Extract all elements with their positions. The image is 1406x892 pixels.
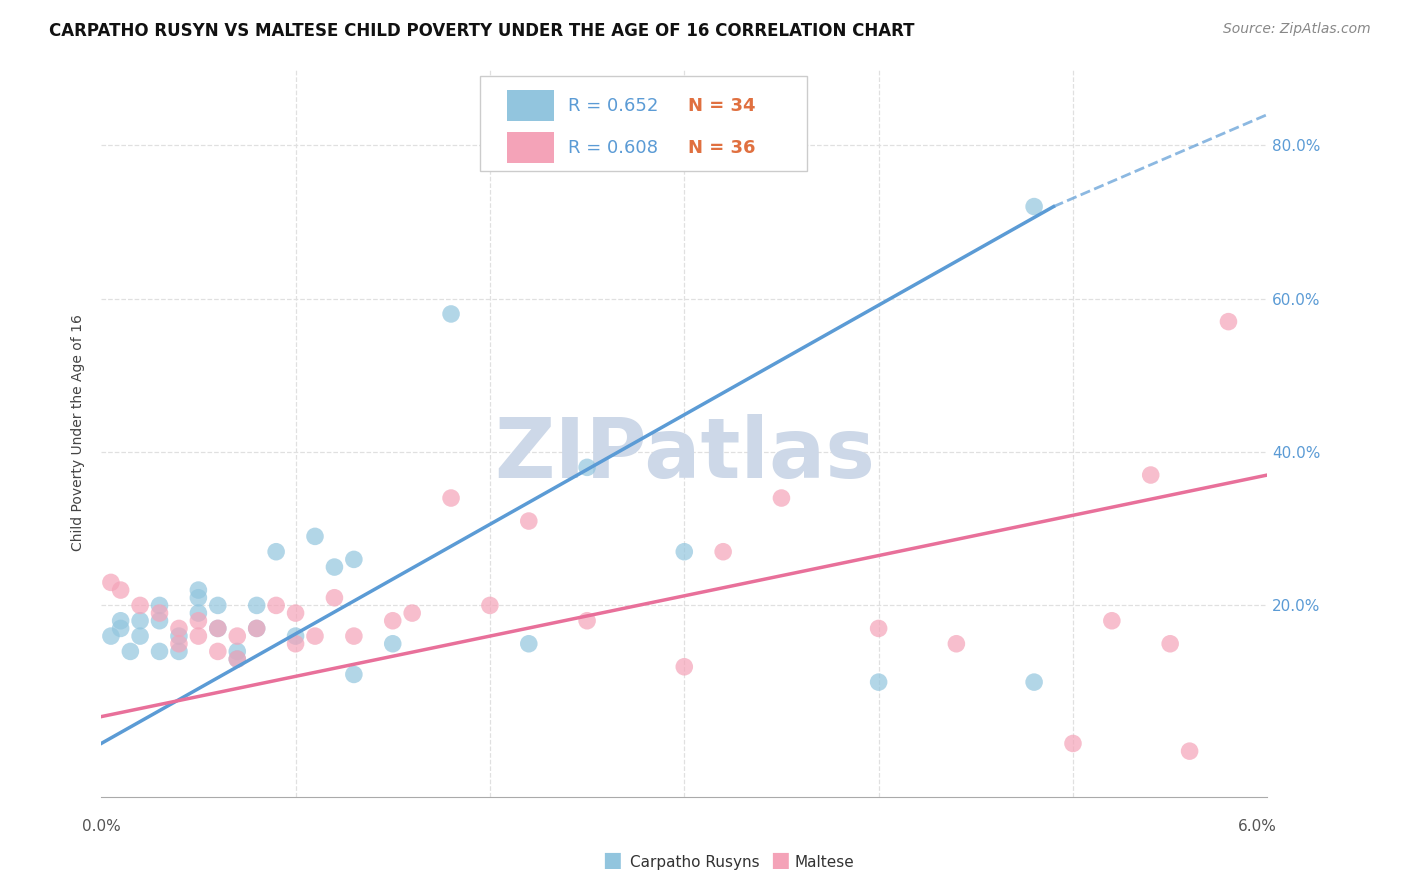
Point [343,629,366,643]
Point [246,622,269,636]
Point [576,614,599,628]
Bar [508,132,554,163]
Point [110,622,132,636]
Point [343,667,366,681]
Point [576,460,599,475]
Point [226,652,249,666]
Point [945,637,967,651]
Text: 6.0%: 6.0% [1239,819,1277,834]
Point [167,644,190,658]
Point [110,583,132,598]
Point [517,637,540,651]
Point [148,614,170,628]
Point [401,606,423,620]
Text: 0.0%: 0.0% [82,819,121,834]
Point [187,614,209,628]
Text: N = 34: N = 34 [688,96,755,115]
Point [187,629,209,643]
Point [246,622,269,636]
Point [148,644,170,658]
Point [226,652,249,666]
Point [148,599,170,613]
Point [673,659,696,673]
Point [167,637,190,651]
Point [440,491,463,505]
Point [1024,675,1046,690]
Text: ■: ■ [770,850,790,870]
Point [673,545,696,559]
Point [187,591,209,605]
Point [110,614,132,628]
Point [129,599,152,613]
Point [1139,468,1161,483]
Point [264,599,287,613]
Point [120,644,142,658]
Point [304,629,326,643]
Point [207,622,229,636]
Point [304,529,326,543]
Point [246,599,269,613]
Point [284,637,307,651]
Point [343,552,366,566]
Point [1178,744,1201,758]
Point [284,629,307,643]
Point [148,606,170,620]
Point [381,614,404,628]
FancyBboxPatch shape [481,76,807,170]
Point [167,622,190,636]
Point [100,575,122,590]
Point [187,606,209,620]
Point [284,606,307,620]
Point [167,629,190,643]
Text: CARPATHO RUSYN VS MALTESE CHILD POVERTY UNDER THE AGE OF 16 CORRELATION CHART: CARPATHO RUSYN VS MALTESE CHILD POVERTY … [49,22,915,40]
Point [440,307,463,321]
Point [1101,614,1123,628]
Point [323,591,346,605]
Point [226,629,249,643]
Text: ZIPatlas: ZIPatlas [494,414,875,495]
Y-axis label: Child Poverty Under the Age of 16: Child Poverty Under the Age of 16 [72,314,86,551]
Point [868,622,890,636]
Point [129,614,152,628]
Point [129,629,152,643]
Point [187,583,209,598]
Point [770,491,793,505]
Point [207,599,229,613]
Point [226,644,249,658]
Point [1218,315,1240,329]
Point [1024,200,1046,214]
Text: Source: ZipAtlas.com: Source: ZipAtlas.com [1223,22,1371,37]
Text: Carpatho Rusyns: Carpatho Rusyns [630,855,759,870]
Point [517,514,540,528]
Text: N = 36: N = 36 [688,138,755,157]
Bar [508,90,554,121]
Point [1159,637,1181,651]
Point [478,599,501,613]
Text: Maltese: Maltese [794,855,853,870]
Point [1062,736,1084,750]
Point [868,675,890,690]
Text: R = 0.608: R = 0.608 [568,138,658,157]
Point [323,560,346,574]
Point [711,545,734,559]
Point [100,629,122,643]
Point [381,637,404,651]
Point [207,644,229,658]
Point [207,622,229,636]
Point [264,545,287,559]
Text: ■: ■ [602,850,621,870]
Text: R = 0.652: R = 0.652 [568,96,658,115]
